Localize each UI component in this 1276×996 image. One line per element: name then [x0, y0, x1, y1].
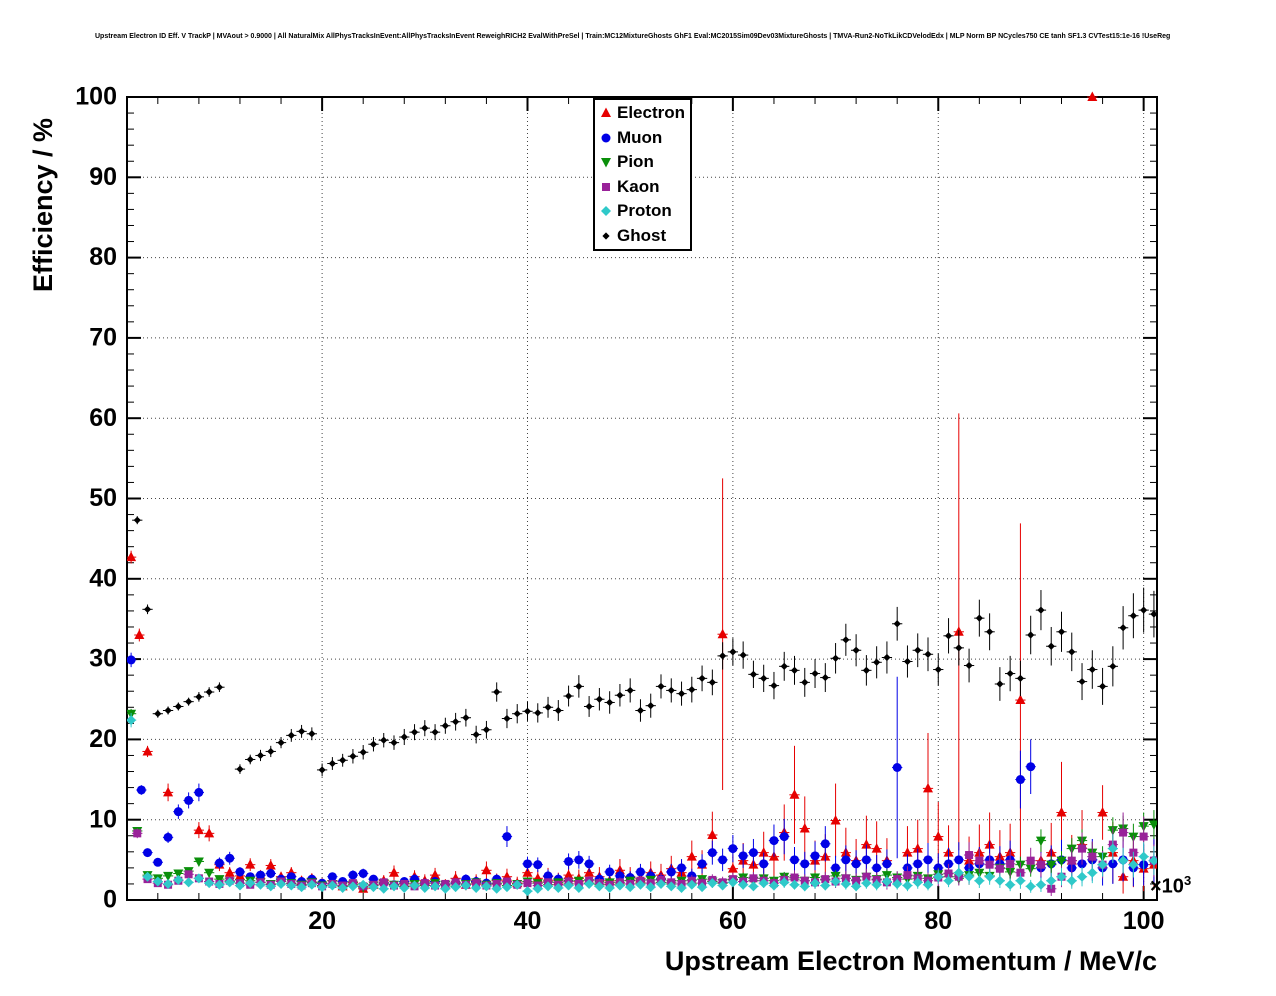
svg-text:20: 20	[308, 907, 336, 935]
x-axis-multiplier-base: ×10	[1150, 875, 1184, 898]
legend-item-ghost: Ghost	[598, 224, 685, 249]
legend-label: Electron	[617, 103, 686, 123]
svg-text:100: 100	[75, 83, 117, 111]
legend-label: Pion	[617, 152, 654, 172]
svg-text:90: 90	[89, 163, 117, 191]
series-proton	[127, 712, 1157, 897]
legend-item-pion: Pion	[598, 150, 685, 175]
x-axis-multiplier-exponent: 3	[1183, 873, 1192, 888]
y-axis-title: Efficiency / %	[28, 117, 58, 292]
svg-text:10: 10	[89, 805, 117, 833]
legend-item-muon: Muon	[598, 126, 685, 151]
x-axis-multiplier: ×103	[1150, 873, 1191, 899]
legend-label: Proton	[617, 201, 672, 221]
plot-title: Upstream Electron ID Eff. V TrackP | MVA…	[95, 33, 1171, 40]
svg-text:30: 30	[89, 645, 117, 673]
svg-text:40: 40	[514, 907, 542, 935]
svg-text:50: 50	[89, 484, 117, 512]
electron-marker-icon	[601, 107, 611, 118]
legend-item-kaon: Kaon	[598, 175, 685, 200]
proton-marker-icon	[601, 206, 611, 217]
x-tick-labels: 20 40 60 80 100	[308, 907, 1164, 935]
svg-text:70: 70	[89, 324, 117, 352]
svg-text:60: 60	[719, 907, 747, 935]
series-muon	[127, 652, 1157, 890]
x-axis-title: Upstream Electron Momentum / MeV/c	[664, 946, 1157, 976]
y-tick-labels: 0 10 20 30 40 50 60 70 80 90 100	[75, 83, 117, 914]
legend: Electron Muon Pion Kaon Proton Ghost	[593, 98, 693, 251]
svg-text:20: 20	[89, 725, 117, 753]
muon-marker-icon	[601, 133, 611, 143]
series-pion	[127, 708, 1157, 893]
legend-label: Kaon	[617, 176, 660, 196]
svg-text:80: 80	[924, 907, 952, 935]
svg-text:80: 80	[89, 243, 117, 271]
ghost-marker-icon	[602, 232, 610, 240]
svg-text:100: 100	[1123, 907, 1165, 935]
legend-label: Ghost	[617, 225, 667, 245]
series-ghost	[132, 516, 1157, 777]
legend-label: Muon	[617, 127, 663, 147]
legend-item-proton: Proton	[598, 199, 685, 224]
axis-ticks	[127, 96, 1157, 901]
svg-text:40: 40	[89, 564, 117, 592]
kaon-marker-icon	[602, 182, 610, 191]
svg-text:0: 0	[103, 886, 117, 914]
legend-item-electron: Electron	[598, 101, 685, 126]
pion-marker-icon	[601, 158, 611, 168]
svg-text:60: 60	[89, 404, 117, 432]
